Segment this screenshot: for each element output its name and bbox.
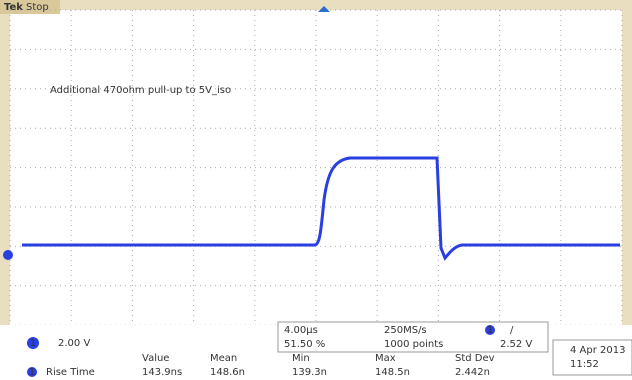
channel-ground-marker [3,250,13,260]
acq-status: Stop [26,2,49,13]
date: 4 Apr 2013 [570,345,625,356]
record-length: 1000 points [384,339,443,350]
annotation: Additional 470ohm pull-up to 5V_iso [50,85,231,96]
measurement-header: Mean [210,353,237,364]
channel-scale: 2.00 V [58,338,90,349]
brand: Tek [4,2,23,13]
measurement-value: 2.442n [455,367,490,378]
sample-rate: 250MS/s [384,325,427,336]
scope-screen: Tek Stop Additional 470ohm pull-up to 5V… [0,0,632,380]
measurement-name: Rise Time [46,367,95,378]
time: 11:52 [570,359,599,370]
trigger-level: 2.52 V [500,339,532,350]
measurement-value: 143.9ns [142,367,182,378]
measurement-value: 148.5n [375,367,410,378]
measurement-value: 148.6n [210,367,245,378]
measurement-value: 139.3n [292,367,327,378]
measurement-header: Value [142,353,169,364]
measurement-channel: 1 [29,367,35,378]
page: {"header": {"brand": "Tek", "status": "S… [0,0,632,380]
trigger-source: 1 [487,325,493,336]
horizontal-scale: 4.00µs [284,325,318,336]
measurement-header: Max [375,353,396,364]
measurement-header: Min [292,353,310,364]
channel-number: 1 [30,338,36,349]
measurement-header: Std Dev [455,353,495,364]
trigger-position: 51.50 % [284,339,325,350]
